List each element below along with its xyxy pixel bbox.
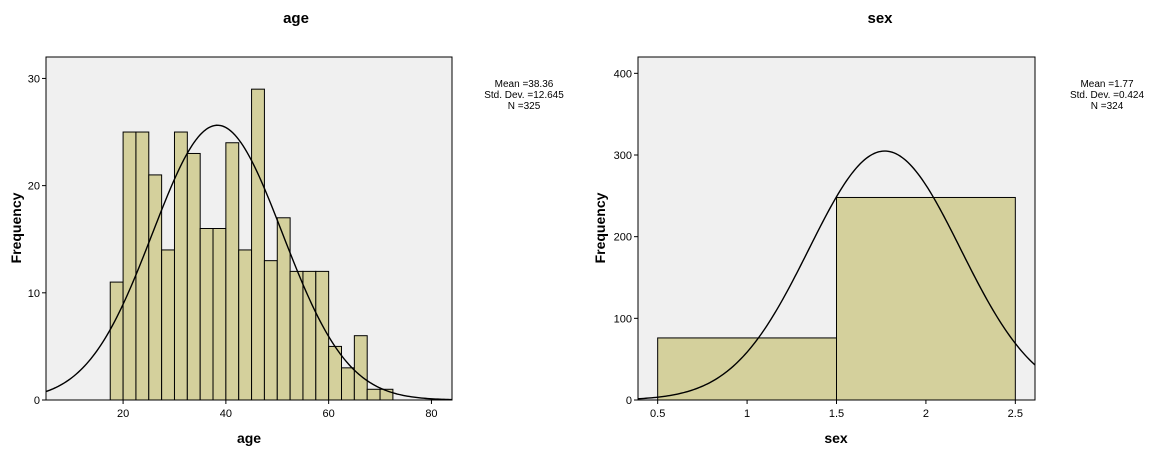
y-tick-label: 30 [28, 73, 40, 85]
stat-mean: Mean =38.36 [495, 79, 554, 90]
x-axis-label: sex [824, 430, 848, 446]
x-ticks: 0.5 1 1.5 2 2.5 [650, 400, 1023, 420]
y-tick-label: 10 [28, 288, 40, 300]
histogram-bar [366, 388, 381, 401]
stat-mean: Mean =1.77 [1080, 79, 1134, 90]
histogram-bar [109, 281, 124, 401]
x-axis-label: age [237, 430, 261, 446]
x-tick-label: 80 [425, 408, 437, 420]
normal-curve [637, 150, 1036, 400]
x-tick-label: 2.5 [1008, 408, 1023, 420]
x-tick-label: 1 [744, 408, 750, 420]
stat-std-dev: Std. Dev. =0.424 [1070, 90, 1144, 101]
histogram-bar [161, 249, 175, 401]
y-tick-label: 20 [28, 181, 40, 193]
histogram-bar [122, 131, 137, 401]
stat-n: N =324 [1091, 101, 1124, 112]
y-axis-label: Frequency [8, 192, 24, 263]
histogram-bar [289, 270, 304, 401]
x-ticks: 20 40 60 80 [117, 400, 438, 420]
histogram-bar [263, 260, 278, 401]
stat-std-dev: Std. Dev. =12.645 [484, 90, 564, 101]
histogram-bar [657, 337, 837, 401]
histogram-bar [186, 152, 201, 401]
x-tick-label: 2 [923, 408, 929, 420]
normal-curve [45, 124, 453, 401]
histogram-bar [238, 249, 253, 401]
histogram-bar [328, 345, 343, 401]
y-tick-label: 0 [34, 395, 40, 407]
histogram-bar [199, 228, 214, 401]
y-tick-label: 400 [614, 68, 632, 80]
histogram-bar [836, 196, 1016, 401]
x-tick-label: 40 [220, 408, 232, 420]
y-ticks: 0 100 200 300 400 [614, 68, 638, 407]
histogram-bar [148, 174, 163, 401]
histogram-bar [276, 217, 291, 401]
y-tick-label: 100 [614, 313, 632, 325]
stat-n: N =325 [508, 101, 541, 112]
histogram-bar [341, 367, 355, 401]
chart-title: age [283, 10, 309, 27]
x-tick-label: 20 [117, 408, 129, 420]
x-tick-label: 0.5 [650, 408, 665, 420]
histogram-bar [302, 270, 317, 401]
y-axis-label: Frequency [592, 192, 608, 263]
histogram-bar [212, 228, 227, 401]
age-histogram-chart: age 20 40 60 80 0 10 20 30 age Frequency Mean … [8, 10, 564, 446]
y-tick-label: 0 [626, 395, 632, 407]
bars-group [657, 196, 1016, 401]
y-tick-label: 300 [614, 150, 632, 162]
x-tick-label: 1.5 [829, 408, 844, 420]
histogram-bar [135, 131, 150, 401]
chart-title: sex [867, 10, 893, 27]
sex-histogram-chart: sex 0.5 1 1.5 2 2.5 0 100 200 300 400 sex Freque… [592, 10, 1144, 446]
histogram-bar [315, 270, 330, 401]
histogram-bar [251, 88, 265, 401]
histogram-bar [353, 335, 368, 401]
histogram-bar [379, 388, 394, 401]
histogram-bar [225, 142, 240, 401]
y-ticks: 0 10 20 30 [28, 73, 46, 407]
x-tick-label: 60 [323, 408, 335, 420]
histogram-bar [173, 131, 188, 401]
y-tick-label: 200 [614, 232, 632, 244]
